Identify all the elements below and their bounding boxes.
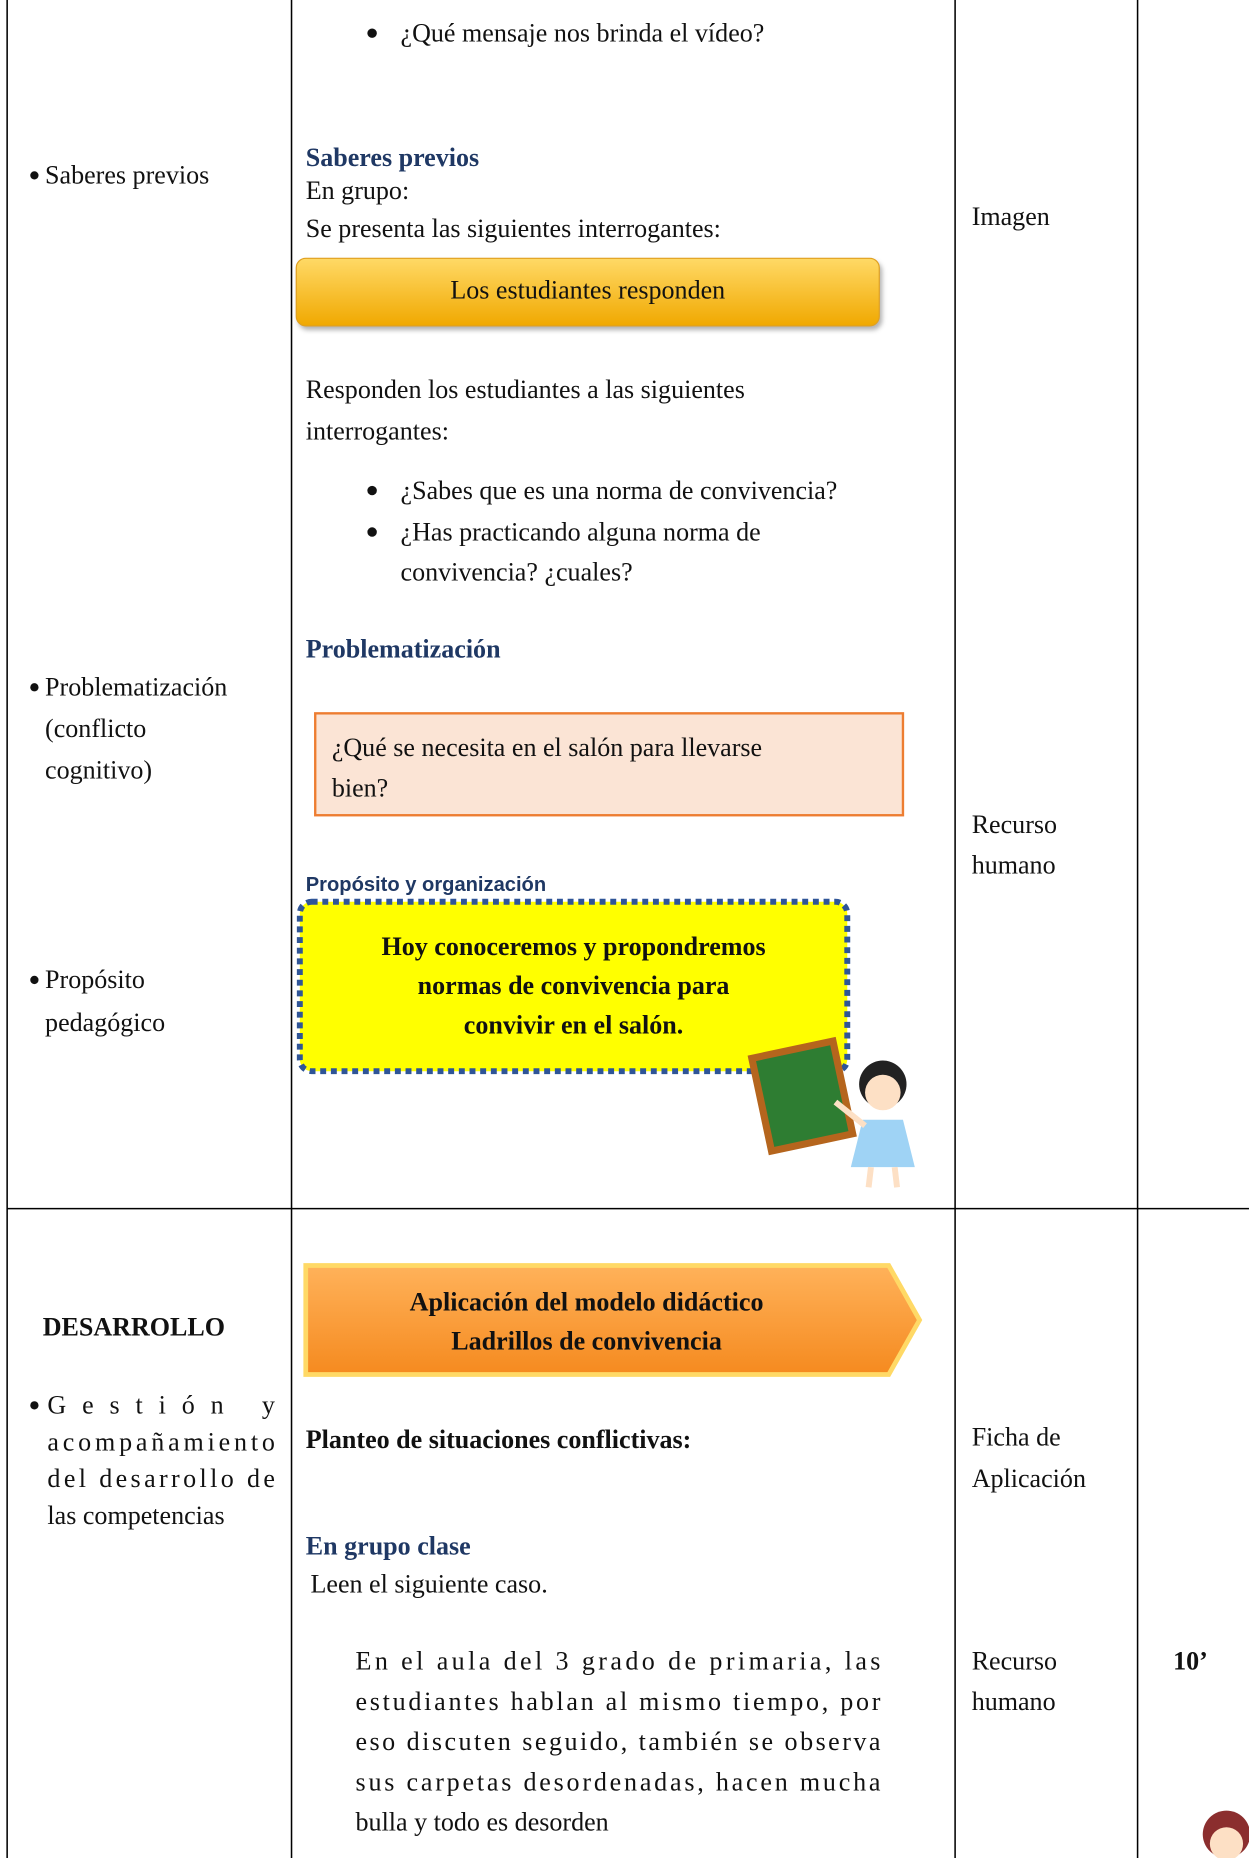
phase-item: cognitivo) bbox=[45, 756, 152, 785]
table-lines bbox=[6, 0, 1249, 1858]
purpose-text: Hoy conoceremos y propondremos bbox=[381, 932, 765, 961]
body-text: Responden los estudiantes a las siguient… bbox=[306, 375, 745, 404]
resource: Aplicación bbox=[972, 1464, 1086, 1493]
body-text: interrogantes: bbox=[306, 417, 449, 446]
time: 10’ bbox=[1173, 1647, 1208, 1676]
body-text: En grupo: bbox=[306, 176, 409, 205]
body-text: Leen el siguiente caso. bbox=[310, 1570, 547, 1599]
problem-box bbox=[314, 712, 905, 817]
bullet-text: ¿Has practicando alguna norma de bbox=[401, 517, 761, 546]
phase-item: pedagógico bbox=[45, 1008, 165, 1037]
case-text: eso discuten seguido, también se observa bbox=[356, 1727, 881, 1756]
arrow-text: Aplicación del modelo didáctico bbox=[410, 1288, 764, 1317]
phase-item: acompañamiento bbox=[47, 1427, 275, 1456]
purpose-box bbox=[296, 898, 851, 1075]
phase-item: Saberes previos bbox=[45, 161, 209, 190]
phase-item: (conflicto bbox=[45, 714, 146, 743]
phase-item: Propósito bbox=[45, 965, 145, 994]
resource: humano bbox=[972, 850, 1056, 879]
case-text: bulla y todo es desorden bbox=[356, 1808, 609, 1837]
bullet-text: ¿Sabes que es una norma de convivencia? bbox=[401, 476, 838, 505]
section-heading: Problematización bbox=[306, 635, 501, 664]
resource: Recurso bbox=[972, 1647, 1057, 1676]
resource: Recurso bbox=[972, 810, 1057, 839]
bullet bbox=[30, 171, 39, 180]
problem-text: ¿Qué se necesita en el salón para llevar… bbox=[332, 733, 762, 762]
model-arrow bbox=[303, 1263, 923, 1377]
section-heading: Propósito y organización bbox=[306, 874, 546, 896]
bullet-text: convivencia? ¿cuales? bbox=[401, 558, 633, 587]
section-heading: Planteo de situaciones conflictivas: bbox=[306, 1425, 692, 1454]
purpose-text: normas de convivencia para bbox=[418, 971, 730, 1000]
case-text: sus carpetas desordenadas, hacen mucha bbox=[356, 1767, 881, 1796]
girl-illustration bbox=[747, 1036, 915, 1188]
resource: Ficha de bbox=[972, 1423, 1061, 1452]
resource: Imagen bbox=[972, 202, 1050, 231]
purpose-text: convivir en el salón. bbox=[464, 1010, 683, 1039]
phase-heading: DESARROLLO bbox=[43, 1312, 225, 1341]
phase-item: Problematización bbox=[45, 673, 227, 702]
bullet bbox=[367, 485, 377, 496]
bullet bbox=[30, 975, 39, 985]
phase-item: Gestión y bbox=[47, 1391, 275, 1420]
resource: humano bbox=[972, 1687, 1056, 1716]
bullet bbox=[30, 1401, 39, 1410]
problem-text: bien? bbox=[332, 773, 388, 802]
arrow-text: Ladrillos de convivencia bbox=[451, 1327, 722, 1356]
bullet bbox=[367, 527, 377, 537]
section-heading: En grupo clase bbox=[306, 1532, 471, 1561]
bullet bbox=[30, 683, 39, 692]
section-heading: Saberes previos bbox=[306, 143, 479, 172]
phase-item: las competencias bbox=[47, 1501, 224, 1530]
bullet-text: ¿Qué mensaje nos brinda el vídeo? bbox=[401, 18, 765, 47]
case-text: En el aula del 3 grado de primaria, las bbox=[356, 1647, 881, 1676]
phase-item: del desarrollo de bbox=[47, 1464, 275, 1493]
face-illustration bbox=[1202, 1810, 1249, 1858]
button-label: Los estudiantes responden bbox=[450, 276, 725, 305]
bullet bbox=[367, 28, 377, 38]
case-text: estudiantes hablan al mismo tiempo, por bbox=[356, 1687, 881, 1716]
body-text: Se presenta las siguientes interrogantes… bbox=[306, 214, 721, 243]
response-button bbox=[295, 257, 880, 327]
